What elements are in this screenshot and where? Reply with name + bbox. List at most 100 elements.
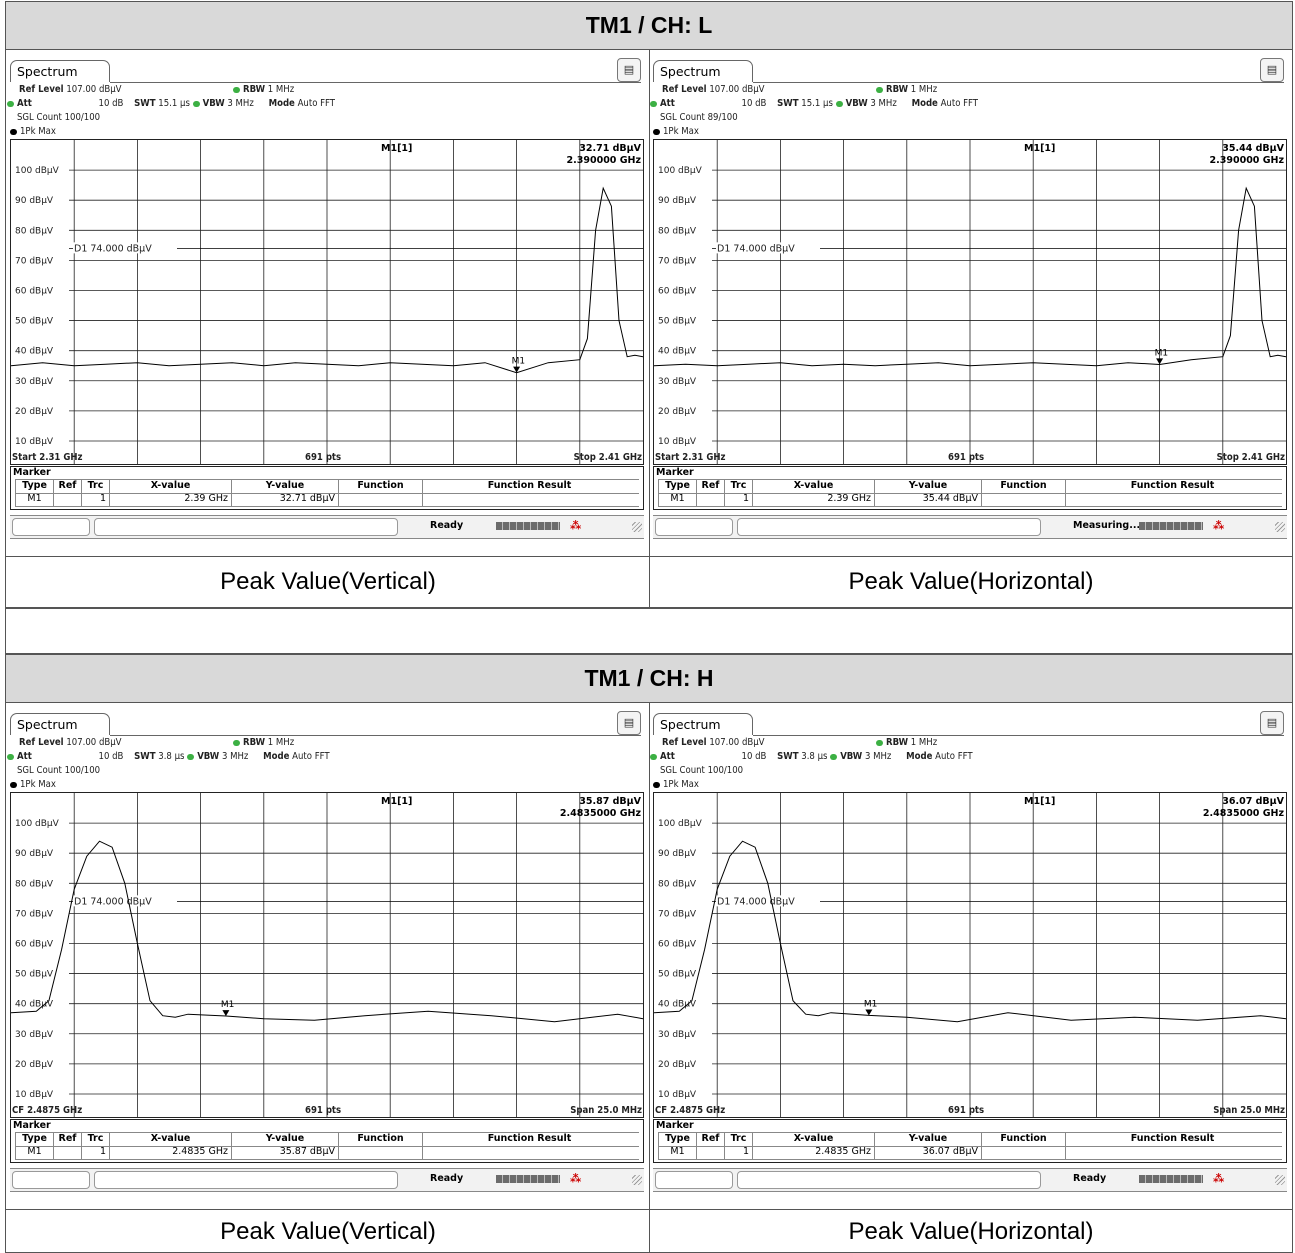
resize-grip-icon[interactable] [1275, 522, 1285, 532]
status-field[interactable] [12, 1171, 90, 1189]
spectrum-plot: 100 dBµV 90 dBµV 80 dBµV 70 dBµV 60 dBµV 50 d… [653, 792, 1287, 1118]
att-value: 10 dB [98, 751, 124, 762]
status-dot-icon [835, 100, 843, 107]
column-header: Trc [81, 1133, 109, 1146]
column-header: Trc [81, 480, 109, 493]
measurement-status: Measuring... [1073, 520, 1141, 531]
rbw-value: 1 MHz [267, 737, 295, 748]
ref-level-value: 107.00 dBµV [709, 737, 765, 748]
table-cell: 1 [81, 493, 109, 506]
y-tick-label: 80 dBµV [15, 879, 54, 889]
marker-table-row: M1 1 2.4835 GHz 36.07 dBµV [658, 1146, 1282, 1160]
header-row: Att 10 dB SWT 15.1 µs VBW 3 MHz Mode Aut… [650, 98, 978, 109]
display-line-label: D1 74.000 dBµV [717, 896, 795, 907]
att-value: 10 dB [741, 98, 767, 109]
vbw-label: VBW [202, 98, 225, 109]
message-field[interactable] [737, 518, 1041, 536]
instrument-logo-icon: ⁂ [1213, 519, 1225, 532]
mode-label: Mode [268, 98, 295, 109]
table-cell: 1 [724, 493, 752, 506]
y-tick-label: 50 dBµV [15, 970, 54, 980]
resize-grip-icon[interactable] [632, 1175, 642, 1185]
swt-value: 15.1 µs [158, 98, 190, 109]
footer-points: 691 pts [305, 1105, 342, 1116]
progress-bar [1139, 1175, 1203, 1183]
spectrum-panel: Spectrum ▤ Ref Level 107.00 dBµV RBW 1 MHz… [650, 708, 1290, 1198]
y-tick-label: 30 dBµV [658, 1030, 697, 1040]
marker-label: M1 [864, 1000, 878, 1010]
tab-spectrum[interactable]: Spectrum [653, 60, 753, 82]
y-tick-label: 20 dBµV [15, 1060, 54, 1070]
y-tick-label: 20 dBµV [658, 407, 697, 417]
settings-icon[interactable]: ▤ [617, 711, 641, 735]
y-tick-label: 30 dBµV [15, 1030, 54, 1040]
status-dot-icon [876, 86, 883, 93]
column-header: Function [981, 480, 1065, 493]
y-tick-label: 100 dBµV [15, 166, 60, 176]
display-line-label: D1 74.000 dBµV [74, 896, 152, 907]
ref-level-label: Ref Level [19, 737, 64, 748]
vbw-value: 3 MHz [221, 751, 249, 762]
column-header: Function [338, 480, 422, 493]
status-bar: Ready ⁂ [10, 1168, 644, 1192]
trace-label: 1Pk Max [653, 126, 699, 137]
table-cell [422, 1146, 636, 1159]
column-header: Type [15, 1133, 53, 1146]
settings-icon[interactable]: ▤ [1260, 58, 1284, 82]
ref-level-value: 107.00 dBµV [66, 84, 122, 95]
resize-grip-icon[interactable] [1275, 1175, 1285, 1185]
marker-table-header: Type Ref Trc X-value Y-value Function Function… [658, 479, 1282, 494]
spectrum-plot: 100 dBµV 90 dBµV 80 dBµV 70 dBµV 60 dBµV 50 d… [653, 139, 1287, 465]
tab-spectrum[interactable]: Spectrum [653, 713, 753, 735]
status-field[interactable] [655, 1171, 733, 1189]
spectrum-panel: Spectrum ▤ Ref Level 107.00 dBµV RBW 1 MHz… [650, 55, 1290, 545]
spectrum-plot: 100 dBµV 90 dBµV 80 dBµV 70 dBµV 60 dBµV 50 d… [10, 139, 644, 465]
tab-spectrum[interactable]: Spectrum [10, 713, 110, 735]
column-header: Type [658, 480, 696, 493]
tab-underline [753, 735, 1284, 736]
trace-mode: 1Pk Max [20, 779, 56, 790]
mode-label: Mode [911, 98, 938, 109]
ref-level-value: 107.00 dBµV [66, 737, 122, 748]
y-tick-label: 70 dBµV [658, 909, 697, 919]
message-field[interactable] [94, 1171, 398, 1189]
status-field[interactable] [655, 518, 733, 536]
y-tick-label: 90 dBµV [658, 849, 697, 859]
marker-table-title: Marker [656, 467, 694, 478]
y-tick-label: 40 dBµV [15, 1000, 54, 1010]
settings-icon[interactable]: ▤ [1260, 711, 1284, 735]
marker-table-header: Type Ref Trc X-value Y-value Function Function… [15, 479, 639, 494]
y-tick-label: 10 dBµV [658, 437, 697, 447]
marker-label: M1 [512, 357, 525, 367]
marker-readout-name: M1[1] [1024, 143, 1055, 154]
table-cell: M1 [658, 1146, 696, 1159]
tab-spectrum[interactable]: Spectrum [10, 60, 110, 82]
plot-canvas: 100 dBµV 90 dBµV 80 dBµV 70 dBµV 60 dBµV 50 d… [11, 140, 643, 464]
y-tick-label: 90 dBµV [15, 849, 54, 859]
message-field[interactable] [737, 1171, 1041, 1189]
att-value: 10 dB [741, 751, 767, 762]
progress-bar [496, 1175, 560, 1183]
rbw-value: 1 MHz [910, 84, 938, 95]
table-cell [981, 1146, 1065, 1159]
rbw-label: RBW [243, 737, 266, 748]
section-title-ch-h: TM1 / CH: H [5, 654, 1293, 703]
y-tick-label: 100 dBµV [658, 819, 703, 829]
status-dot-icon [233, 86, 240, 93]
spectrum-panel: Spectrum ▤ Ref Level 107.00 dBµV RBW 1 MHz… [7, 55, 647, 545]
marker-table-title: Marker [13, 467, 51, 478]
status-dot-icon [187, 753, 195, 760]
plot-canvas: 100 dBµV 90 dBµV 80 dBµV 70 dBµV 60 dBµV 50 d… [11, 793, 643, 1117]
status-field[interactable] [12, 518, 90, 536]
swt-label: SWT [134, 751, 156, 762]
status-dot-icon [830, 753, 838, 760]
trace-mode: 1Pk Max [20, 126, 56, 137]
mode-label: Mode [906, 751, 933, 762]
table-cell [338, 493, 422, 506]
resize-grip-icon[interactable] [632, 522, 642, 532]
marker-readout-frequency: 2.4835000 GHz [560, 808, 642, 819]
rbw-label: RBW [243, 84, 266, 95]
settings-icon[interactable]: ▤ [617, 58, 641, 82]
table-cell: 1 [724, 1146, 752, 1159]
message-field[interactable] [94, 518, 398, 536]
